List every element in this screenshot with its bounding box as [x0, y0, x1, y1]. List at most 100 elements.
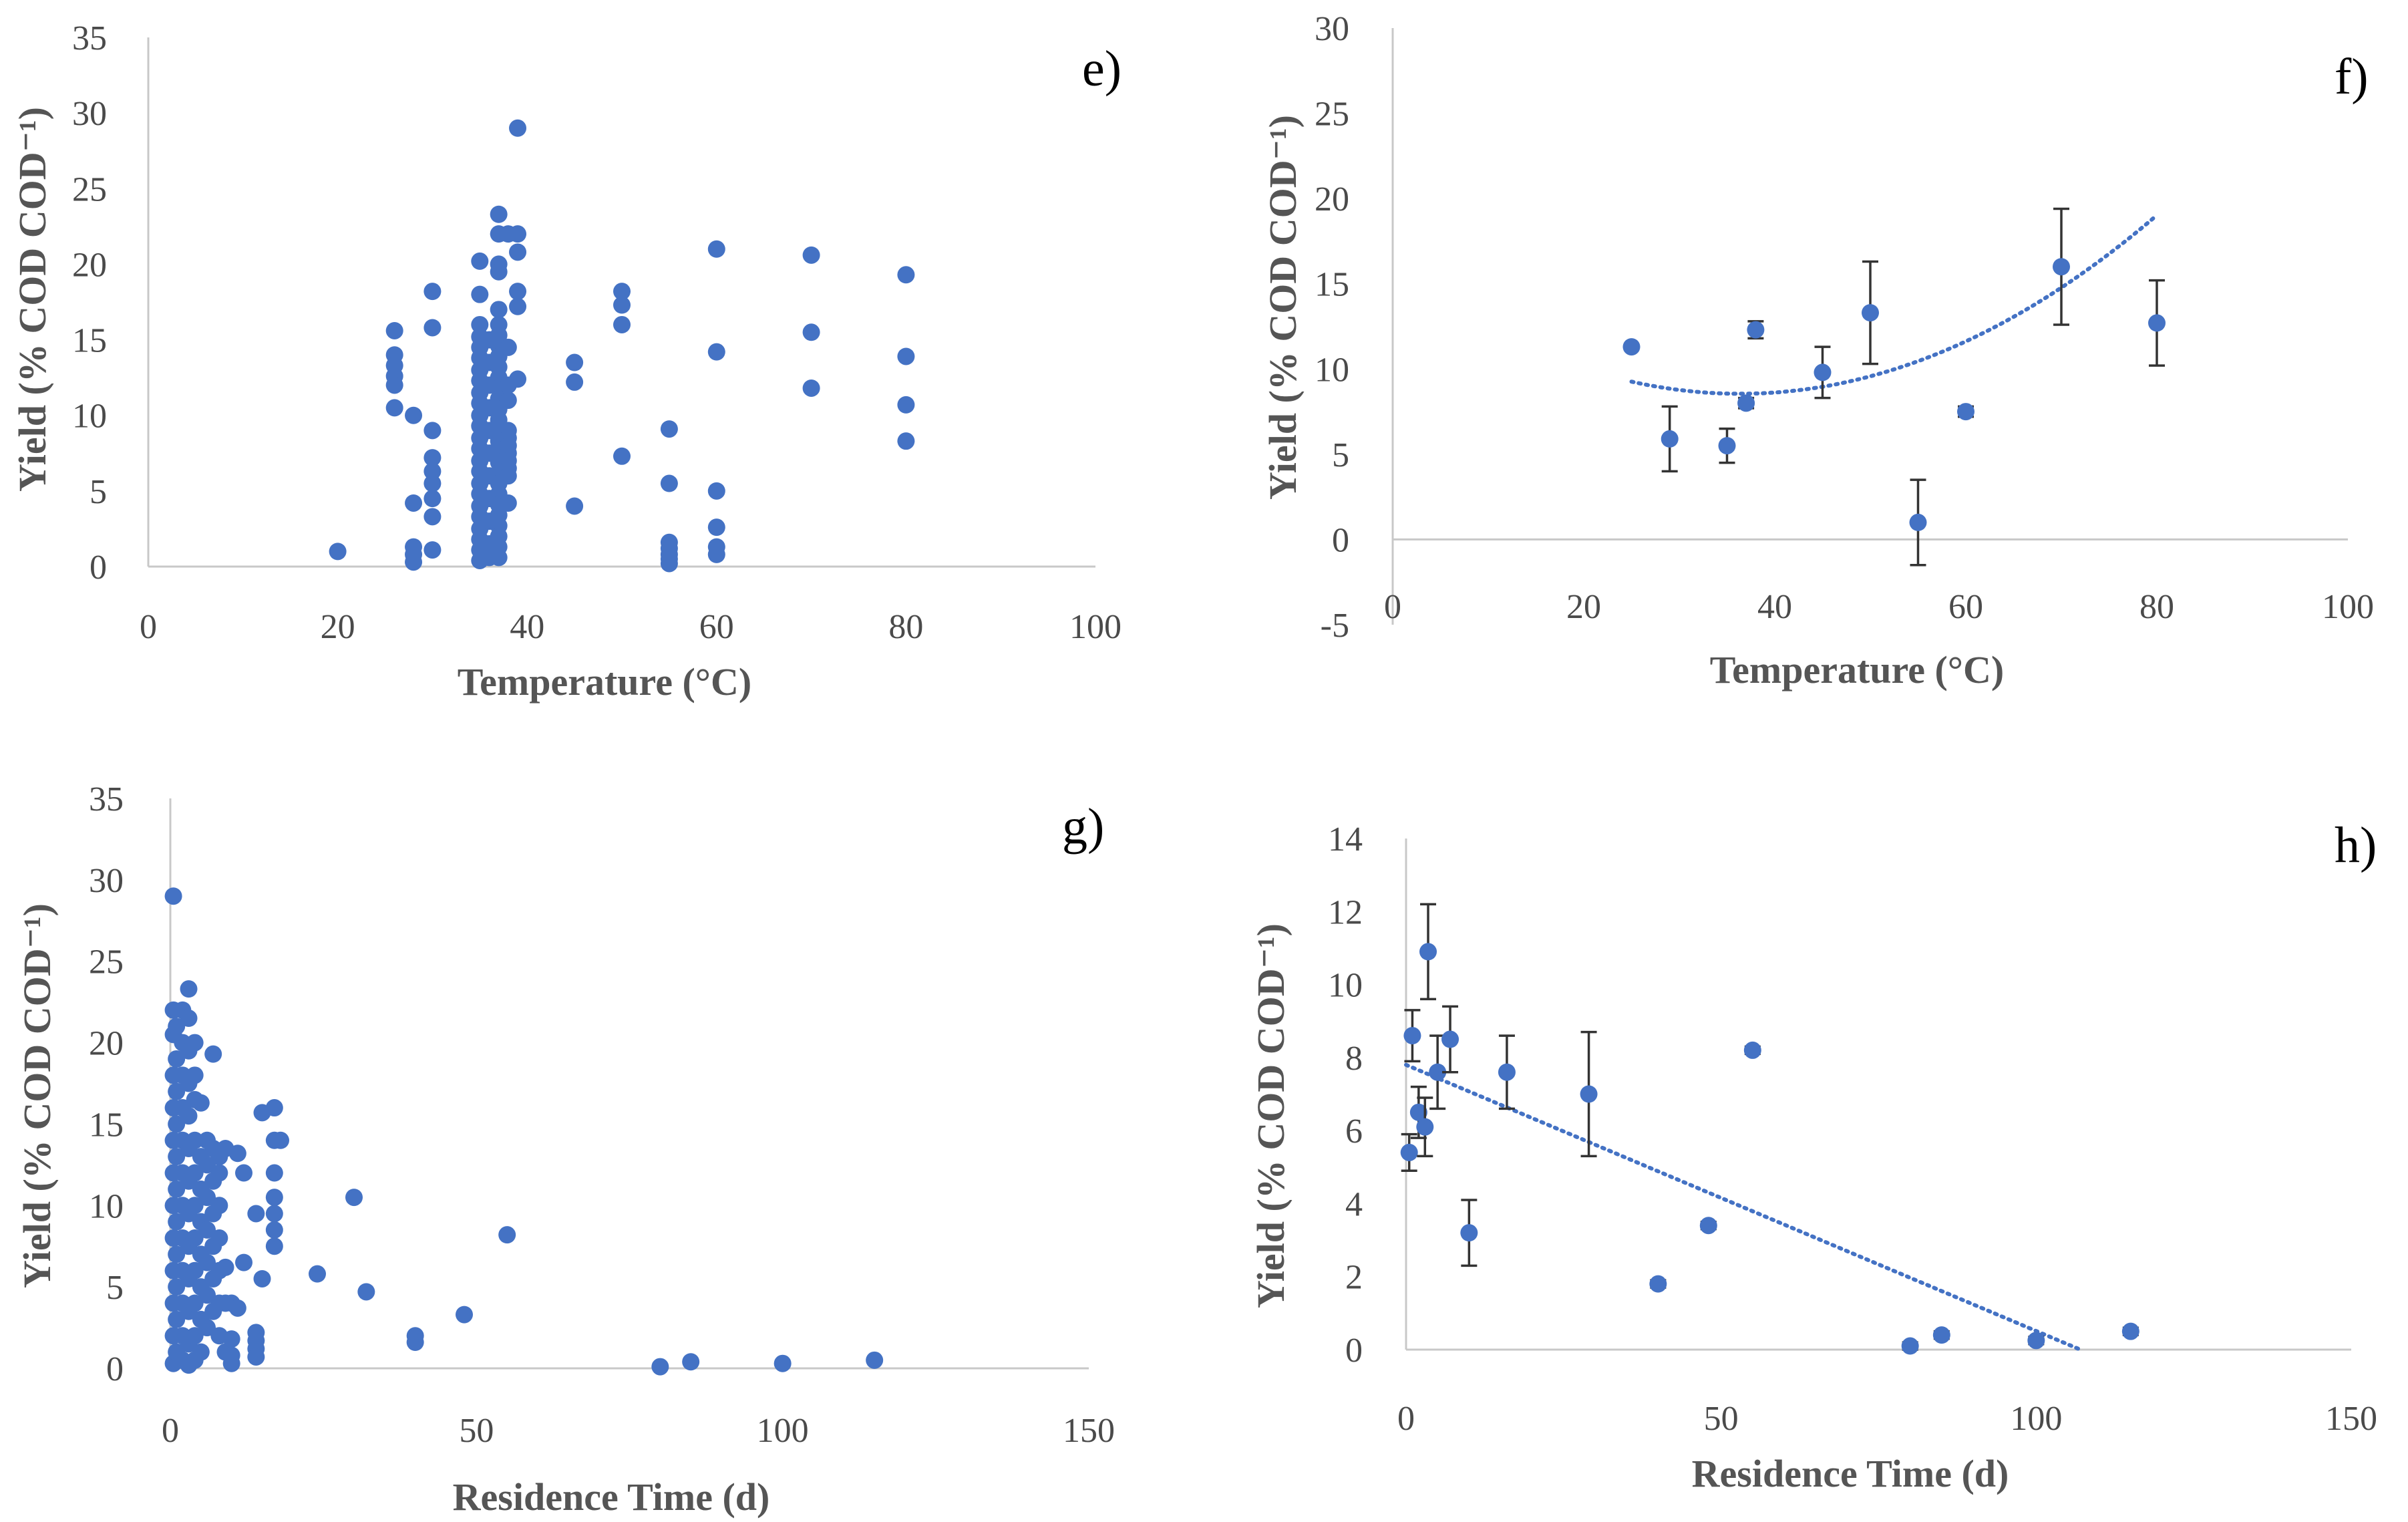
data-point-g [168, 1050, 186, 1068]
data-point-e [613, 296, 631, 314]
data-point-g [265, 1099, 283, 1117]
data-point-e [897, 396, 915, 414]
chart-panel-h: h) Residence Time (d) Yield (% COD COD⁻¹… [1249, 817, 2377, 1495]
data-point-e [499, 338, 517, 356]
data-point-e [660, 474, 678, 492]
data-point-g [186, 1294, 204, 1312]
data-point-e [405, 406, 423, 424]
data-point-e [423, 449, 442, 467]
y-tick-label-h: 6 [1345, 1112, 1363, 1151]
data-point-e [423, 474, 442, 492]
data-point-g [198, 1221, 216, 1239]
data-point-f [2148, 314, 2166, 332]
data-point-g [265, 1237, 283, 1255]
y-tick-label-g: 5 [106, 1269, 124, 1307]
y-tick-label-g: 35 [89, 780, 124, 818]
data-point-g [357, 1283, 375, 1301]
y-tick-label-h: 0 [1345, 1332, 1363, 1370]
data-point-g [265, 1189, 283, 1207]
y-tick-label-e: 25 [72, 170, 107, 208]
data-point-e [566, 497, 584, 515]
data-point-g [164, 887, 182, 905]
data-point-g [866, 1351, 884, 1369]
panel-label-g: g) [1062, 798, 1104, 855]
data-point-g [186, 1066, 204, 1084]
x-axis-label-h: Residence Time (d) [1692, 1452, 2009, 1495]
data-point-h [1416, 1118, 1434, 1136]
x-tick-label-h: 50 [1704, 1400, 1739, 1438]
data-point-e [385, 321, 403, 339]
data-point-e [566, 353, 584, 371]
x-tick-label-f: 40 [1757, 588, 1792, 626]
x-tick-label-g: 50 [459, 1412, 494, 1450]
data-point-e [802, 246, 820, 264]
data-point-e [385, 376, 403, 394]
data-point-e [490, 549, 508, 567]
data-point-e [490, 205, 508, 223]
data-point-g [682, 1353, 700, 1371]
x-tick-label-e: 40 [510, 608, 544, 646]
data-point-g [345, 1189, 363, 1207]
y-tick-label-g: 30 [89, 862, 124, 900]
data-point-h [1409, 1103, 1427, 1121]
data-point-e [707, 545, 725, 563]
data-point-e [423, 541, 442, 559]
x-tick-label-f: 60 [1948, 588, 1983, 626]
y-tick-label-e: 0 [90, 549, 107, 587]
x-axis-label-g: Residence Time (d) [453, 1475, 770, 1519]
data-point-e [509, 119, 527, 137]
y-tick-label-f: 0 [1332, 521, 1349, 559]
data-point-g [180, 980, 198, 998]
data-point-g [210, 1229, 228, 1247]
x-tick-label-e: 80 [888, 608, 923, 646]
data-point-e [423, 462, 442, 480]
data-point-e [423, 283, 442, 301]
panel-label-e: e) [1082, 41, 1122, 97]
panel-label-f: f) [2335, 49, 2369, 105]
x-tick-label-e: 60 [699, 608, 734, 646]
y-axis-label-e: Yield (% COD COD⁻¹) [11, 107, 54, 492]
data-point-e [509, 225, 527, 243]
x-tick-label-g: 150 [1063, 1412, 1115, 1450]
data-point-e [385, 399, 403, 417]
y-tick-label-f: -5 [1321, 607, 1349, 645]
data-point-e [660, 555, 678, 573]
y-tick-label-h: 4 [1345, 1185, 1363, 1223]
data-point-e [566, 373, 584, 391]
data-point-g [210, 1197, 228, 1215]
chart-panel-f: f) Temperature (°C) Yield (% COD COD⁻¹) … [1261, 10, 2374, 692]
x-tick-label-h: 0 [1397, 1400, 1415, 1438]
data-point-h [1743, 1041, 1761, 1059]
data-point-g [406, 1334, 424, 1352]
data-point-g [192, 1343, 210, 1361]
data-point-g [222, 1354, 240, 1372]
trendline-h [1404, 1062, 2083, 1352]
data-point-g [192, 1094, 210, 1112]
data-point-g [168, 1082, 186, 1100]
data-point-g [651, 1358, 669, 1376]
y-tick-label-f: 25 [1315, 96, 1349, 134]
y-tick-label-g: 10 [89, 1187, 124, 1225]
data-point-e [613, 447, 631, 465]
data-point-e [499, 392, 517, 410]
x-axis-label-e: Temperature (°C) [458, 660, 751, 704]
y-tick-label-f: 5 [1332, 436, 1349, 474]
x-tick-label-h: 100 [2010, 1400, 2062, 1438]
data-point-g [247, 1348, 265, 1366]
y-tick-label-f: 30 [1315, 10, 1349, 48]
data-point-e [509, 243, 527, 261]
y-tick-label-e: 15 [72, 322, 107, 360]
y-axis-label-h: Yield (% COD COD⁻¹) [1249, 923, 1293, 1308]
data-point-e [897, 347, 915, 365]
data-point-g [198, 1319, 216, 1337]
marks-e [329, 119, 915, 573]
data-point-g [168, 1148, 186, 1166]
data-point-e [707, 240, 725, 258]
trendline-f [1629, 213, 2159, 396]
x-tick-label-f: 100 [2322, 588, 2374, 626]
x-tick-label-e: 100 [1069, 608, 1122, 646]
data-point-h [1901, 1337, 1919, 1355]
ticks-f: -5 0 5 10 15 20 25 30 0 20 40 60 80 100 [1315, 10, 2374, 645]
data-point-g [186, 1229, 204, 1247]
